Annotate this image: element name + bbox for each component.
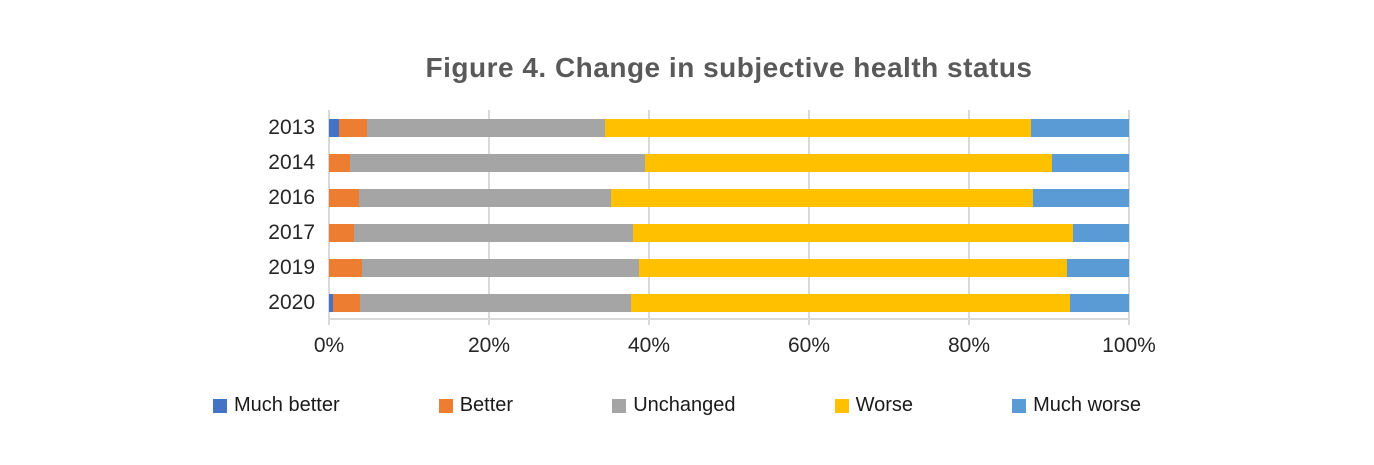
bar-row-2017: 2017: [268, 215, 1129, 250]
bar-segment-unchanged-2017: [353, 223, 633, 242]
bar-segment-unchanged-2014: [349, 153, 645, 172]
axis-tick-20%: [488, 318, 490, 325]
legend-item-better: Better: [438, 394, 514, 417]
gridline-100%: [1128, 110, 1130, 318]
legend-label-much-worse: Much worse: [1033, 394, 1141, 416]
bar-segment-much-worse-2020: [1069, 293, 1129, 312]
legend-swatch-worse: [834, 398, 849, 413]
legend-swatch-better: [438, 398, 453, 413]
bar-segment-much-better-2013: [329, 118, 339, 137]
bar-segment-better-2016: [329, 188, 359, 207]
legend-label-much-better: Much better: [234, 394, 340, 416]
bar-segment-better-2013: [338, 118, 368, 137]
x-tick-label-80%: 80%: [947, 334, 991, 357]
bar-segment-worse-2016: [611, 188, 1033, 207]
bar-segment-worse-2017: [632, 223, 1073, 242]
bar-track-2014: [329, 153, 1129, 172]
bar-segment-much-worse-2016: [1032, 188, 1129, 207]
bar-track-2017: [329, 223, 1129, 242]
legend: Much better Better Unchanged Worse Much wors…: [213, 394, 1141, 417]
bar-segment-much-better-2020: [329, 293, 333, 312]
bar-segment-better-2014: [329, 153, 350, 172]
year-label-2020: 2020: [268, 291, 315, 314]
bar-segment-worse-2013: [604, 118, 1032, 137]
bar-row-2016: 2016: [268, 180, 1129, 215]
legend-label-better: Better: [459, 394, 514, 416]
bar-segment-much-worse-2017: [1072, 223, 1129, 242]
bar-segment-much-worse-2013: [1031, 118, 1129, 137]
bar-segment-better-2017: [329, 223, 354, 242]
gridline-20%: [488, 110, 490, 318]
x-axis: 0% 20% 40% 60% 80% 100%: [314, 334, 1156, 360]
legend-swatch-unchanged: [612, 398, 627, 413]
bar-segment-worse-2019: [638, 258, 1067, 277]
bar-row-2020: 2020: [268, 285, 1129, 320]
bar-segment-much-worse-2019: [1066, 258, 1129, 277]
year-label-2013: 2013: [268, 116, 315, 139]
gridline-60%: [808, 110, 810, 318]
gridline-0%: [328, 110, 330, 318]
legend-label-unchanged: Unchanged: [633, 394, 736, 416]
axis-tick-40%: [648, 318, 650, 325]
year-label-2019: 2019: [268, 256, 315, 279]
plot-area: 2013 2014 2016 2017 2019 2020 0% 20% 40% 60% 80% 10…: [268, 110, 1156, 357]
legend-item-much-better: Much better: [213, 394, 340, 417]
chart-title: Figure 4. Change in subjective health st…: [425, 52, 1033, 83]
bar-track-2020: [329, 293, 1129, 312]
year-label-2016: 2016: [268, 186, 315, 209]
axis-tick-80%: [968, 318, 970, 325]
bar-segment-worse-2014: [644, 153, 1053, 172]
bar-segment-much-worse-2014: [1052, 153, 1129, 172]
legend-item-worse: Worse: [834, 394, 914, 417]
bar-segment-unchanged-2016: [358, 188, 612, 207]
bar-row-2019: 2019: [268, 250, 1129, 285]
gridline-80%: [968, 110, 970, 318]
x-tick-label-100%: 100%: [1102, 334, 1156, 357]
axis-tick-60%: [808, 318, 810, 325]
axis-tick-100%: [1128, 318, 1130, 325]
year-label-2017: 2017: [268, 221, 315, 244]
bar-segment-unchanged-2019: [361, 258, 639, 277]
x-tick-label-60%: 60%: [787, 334, 831, 357]
bar-row-2014: 2014: [268, 145, 1129, 180]
bar-track-2013: [329, 118, 1129, 137]
bar-segment-unchanged-2013: [367, 118, 605, 137]
axis-tick-0%: [328, 318, 330, 325]
x-tick-label-40%: 40%: [627, 334, 671, 357]
bar-segment-better-2020: [333, 293, 361, 312]
bar-segment-unchanged-2020: [360, 293, 632, 312]
x-tick-label-20%: 20%: [467, 334, 511, 357]
year-label-2014: 2014: [268, 151, 315, 174]
legend-label-worse: Worse: [855, 394, 914, 416]
x-tick-label-0%: 0%: [313, 334, 345, 357]
legend-swatch-much-better: [213, 398, 227, 413]
bar-row-2013: 2013: [268, 110, 1129, 145]
bar-track-2016: [329, 188, 1129, 207]
bar-segment-better-2019: [329, 258, 362, 277]
legend-swatch-much-worse: [1012, 398, 1027, 413]
bar-track-2019: [329, 258, 1129, 277]
bar-segment-worse-2020: [631, 293, 1070, 312]
legend-item-much-worse: Much worse: [1012, 394, 1141, 417]
legend-item-unchanged: Unchanged: [612, 394, 736, 417]
gridline-40%: [648, 110, 650, 318]
